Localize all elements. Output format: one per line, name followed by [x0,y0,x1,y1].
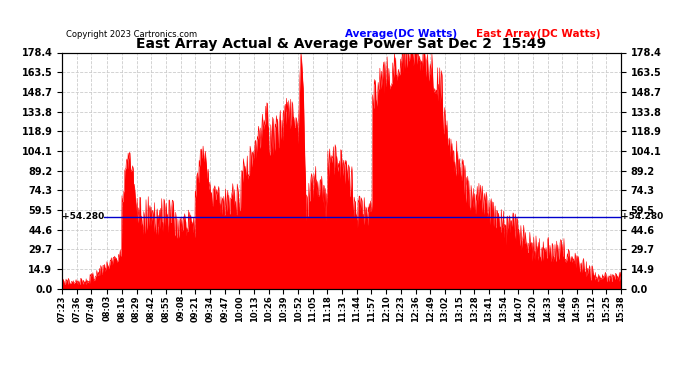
Text: Copyright 2023 Cartronics.com: Copyright 2023 Cartronics.com [66,30,197,39]
Text: East Array(DC Watts): East Array(DC Watts) [476,29,600,39]
Text: Average(DC Watts): Average(DC Watts) [345,29,457,39]
Title: East Array Actual & Average Power Sat Dec 2  15:49: East Array Actual & Average Power Sat De… [137,38,546,51]
Text: +54.280: +54.280 [62,212,104,221]
Text: +54.280: +54.280 [621,212,663,221]
